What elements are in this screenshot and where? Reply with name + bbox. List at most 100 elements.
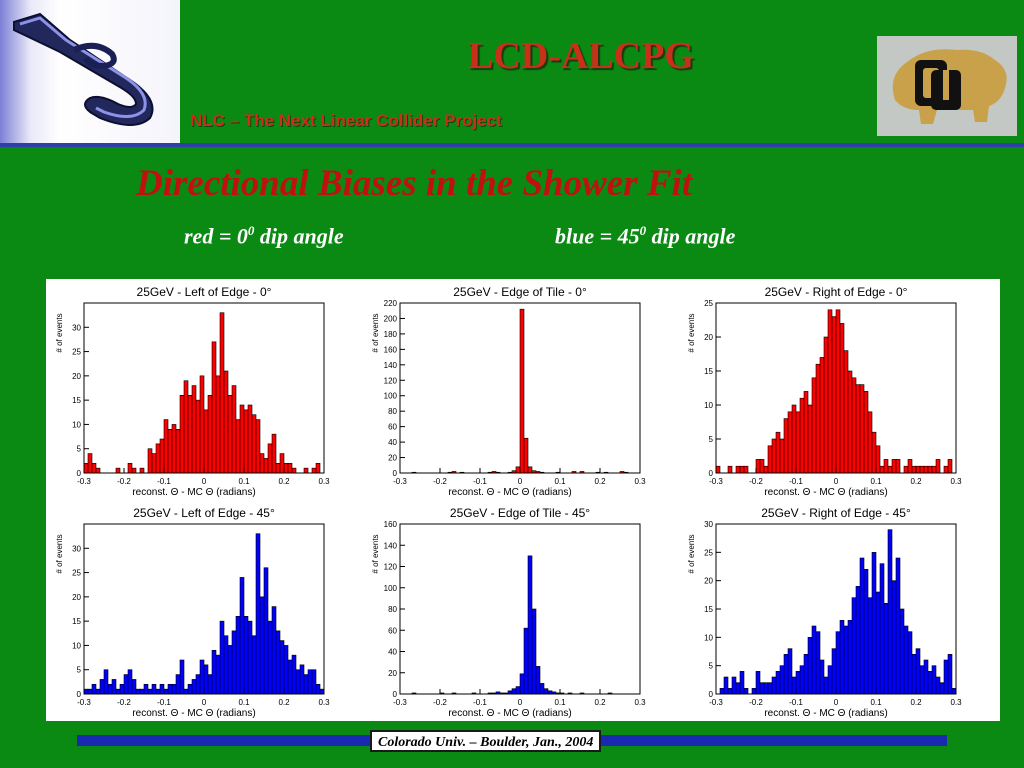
histogram-bar: [155, 443, 161, 474]
histogram-bar: [919, 465, 925, 474]
y-tick-label: 5: [77, 666, 82, 675]
histogram-title: 25GeV - Edge of Tile - 0°: [453, 285, 587, 299]
histogram-bar: [295, 669, 301, 695]
x-axis-label: reconst. Θ - MC Θ (radians): [764, 708, 887, 719]
histogram-bar: [787, 648, 793, 695]
x-tick-label: 0.1: [238, 477, 250, 486]
histogram-bar: [199, 659, 205, 695]
x-tick-label: -0.2: [117, 477, 131, 486]
x-tick-label: -0.2: [433, 477, 447, 486]
histogram-bar: [787, 411, 793, 474]
histogram-bar: [867, 597, 873, 695]
histogram-bar: [811, 625, 817, 695]
histogram-bar: [895, 557, 901, 695]
histogram-bar: [827, 309, 833, 474]
histogram-bar: [527, 466, 533, 474]
histogram-bar: [795, 671, 801, 695]
histogram-bar: [831, 316, 837, 474]
histogram-bar: [879, 465, 885, 474]
histogram-bar: [303, 467, 309, 474]
histogram-bar: [863, 569, 869, 695]
histogram-bar: [807, 637, 813, 695]
y-tick-label: 25: [72, 348, 81, 357]
histogram-bar: [279, 453, 285, 474]
y-tick-label: 60: [388, 626, 397, 635]
histogram-bar: [147, 688, 153, 695]
x-tick-label: -0.1: [157, 477, 171, 486]
histogram-bar: [939, 682, 945, 695]
histogram-bar: [903, 625, 909, 695]
histogram-bar: [251, 414, 257, 474]
histogram-bar: [163, 688, 169, 695]
histogram-bar: [811, 377, 817, 474]
legend-blue-prefix: blue = 45: [555, 223, 640, 249]
x-tick-label: 0.3: [950, 477, 962, 486]
histogram-bar: [723, 676, 729, 695]
histogram-bar: [299, 664, 305, 695]
histogram-bar: [239, 404, 245, 474]
histogram-bar: [795, 411, 801, 474]
histogram-bar: [771, 438, 777, 474]
histogram-bar: [191, 679, 197, 695]
x-tick-label: -0.1: [789, 698, 803, 707]
histogram-bar: [887, 529, 893, 695]
histogram-bar: [847, 620, 853, 695]
x-tick-label: 0.1: [554, 477, 566, 486]
y-tick-label: 160: [384, 345, 398, 354]
histogram-bar: [171, 683, 177, 695]
histogram-bar: [863, 391, 869, 474]
histogram-bar: [223, 370, 229, 474]
x-tick-label: 0: [518, 477, 523, 486]
histogram-bar: [147, 448, 153, 474]
histogram-2: 25GeV - Edge of Tile - 0° -0.3 -0.2 -0.1 0 0.…: [371, 285, 646, 498]
histogram-bar: [907, 631, 913, 695]
histogram-bar: [907, 459, 913, 474]
x-axis-label: reconst. Θ - MC Θ (radians): [132, 487, 255, 498]
x-tick-label: 0.3: [318, 477, 330, 486]
histogram-bar: [243, 409, 249, 474]
x-tick-label: 0.2: [278, 698, 290, 707]
histogram-bar: [903, 465, 909, 474]
histogram-bar: [835, 631, 841, 695]
legend-blue-suffix: dip angle: [646, 223, 736, 249]
histogram-bar: [87, 688, 93, 695]
y-tick-label: 0: [393, 469, 398, 478]
histogram-bar: [95, 467, 101, 474]
histogram-bar: [791, 404, 797, 474]
histogram-bar: [131, 467, 137, 474]
histogram-bar: [271, 606, 277, 695]
histogram-bar: [871, 431, 877, 474]
y-tick-label: 10: [704, 401, 713, 410]
histogram-bar: [875, 591, 881, 695]
histogram-bar: [139, 688, 145, 695]
histogram-bar: [155, 688, 161, 695]
y-tick-label: 80: [388, 605, 397, 614]
x-tick-label: -0.3: [393, 477, 407, 486]
histogram-bar: [219, 620, 225, 695]
histogram-title: 25GeV - Edge of Tile - 45°: [450, 506, 590, 520]
histogram-bar: [127, 462, 133, 474]
histogram-bar: [755, 459, 761, 474]
histogram-bar: [195, 674, 201, 695]
histogram-bar: [119, 683, 125, 695]
histogram-bar: [919, 665, 925, 695]
histogram-bar: [187, 683, 193, 695]
histogram-bar: [215, 375, 221, 474]
y-tick-label: 40: [388, 648, 397, 657]
x-tick-label: -0.3: [709, 698, 723, 707]
histogram-bar: [519, 673, 525, 695]
histogram-bar: [523, 627, 529, 695]
histogram-bar: [211, 649, 217, 695]
histogram-bar: [539, 683, 545, 695]
histogram-bar: [859, 557, 865, 695]
y-tick-label: 40: [388, 438, 397, 447]
histogram-4: 25GeV - Left of Edge - 45° -0.3 -0.2 -0.1 0 0…: [55, 506, 330, 719]
histogram-bar: [243, 615, 249, 695]
x-tick-label: 0.1: [238, 698, 250, 707]
x-tick-label: 0.2: [278, 477, 290, 486]
y-tick-label: 20: [388, 454, 397, 463]
histogram-bar: [739, 465, 745, 474]
histogram-bar: [227, 645, 233, 695]
histogram-bar: [855, 586, 861, 695]
y-tick-label: 15: [72, 617, 81, 626]
